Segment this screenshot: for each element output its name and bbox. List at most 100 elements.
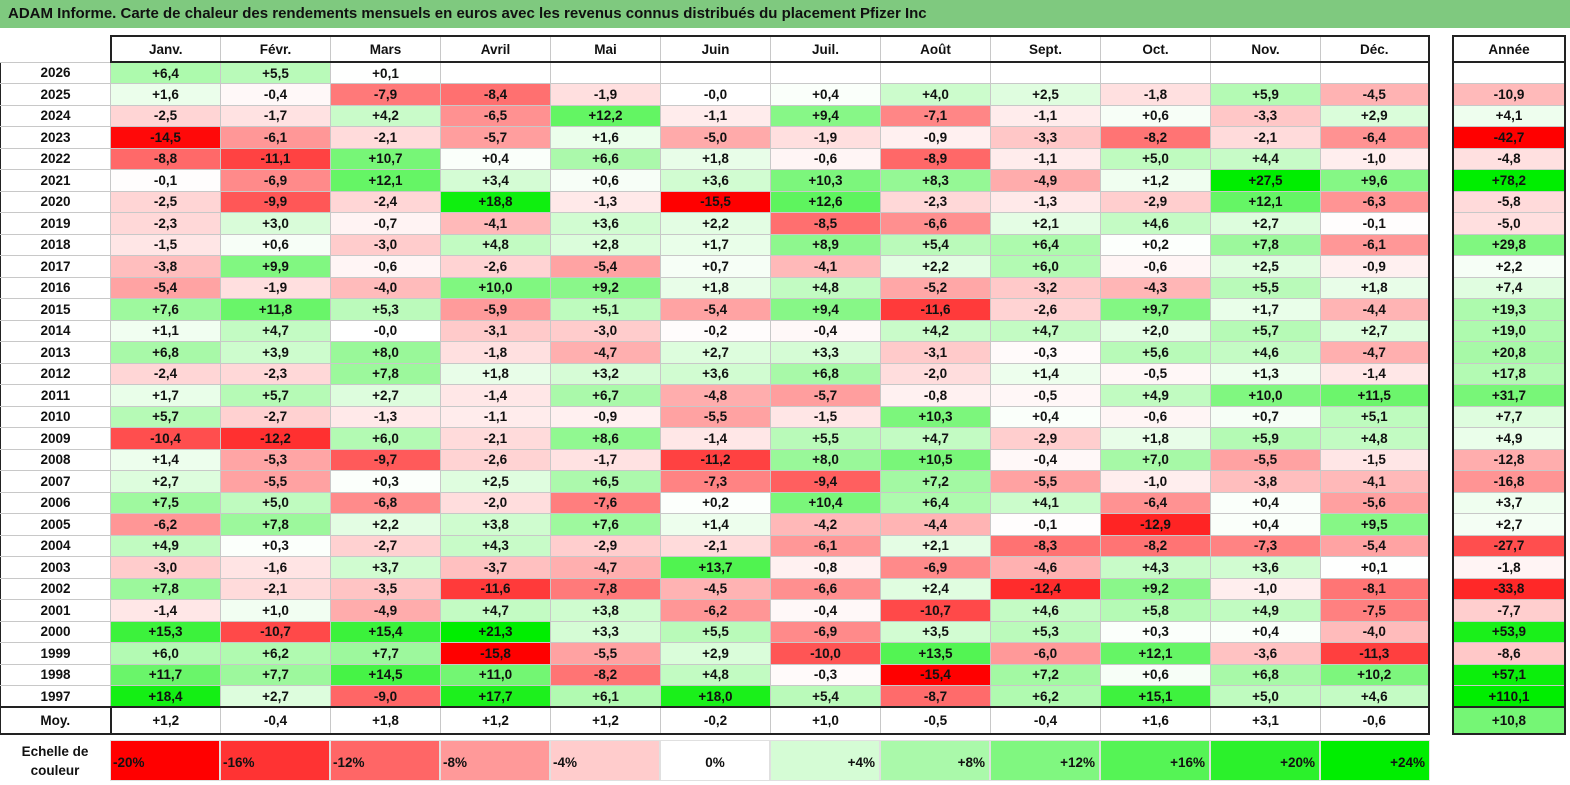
year-label: 2007 [0, 470, 111, 493]
year-label: 2026 [0, 61, 111, 84]
heatmap-cell: +0,7 [1210, 405, 1321, 428]
heatmap-cell: -8,9 [880, 147, 991, 170]
annual-cell: -10,9 [1452, 83, 1566, 106]
heatmap-cell: -6,1 [1320, 233, 1430, 256]
heatmap-cell: -4,1 [440, 212, 551, 235]
heatmap-cell: +0,3 [220, 534, 331, 557]
heatmap-cell: +1,4 [110, 448, 221, 471]
heatmap-cell: +5,9 [1210, 83, 1321, 106]
table-row: 2008 +1,4 -5,3 -9,7 -2,6 -1,7 -11,2 +8,0 +10,5 -0… [0, 448, 1430, 471]
heatmap-cell: -2,9 [550, 534, 661, 557]
heatmap-cell: +5,0 [220, 491, 331, 514]
heatmap-cell: -0,0 [330, 319, 441, 342]
heatmap-cell: -11,2 [660, 448, 771, 471]
year-label: 2005 [0, 513, 111, 536]
heatmap-cell: +4,8 [440, 233, 551, 256]
table-row: 2000 +15,3 -10,7 +15,4 +21,3 +3,3 +5,5 -6,9 +3,5… [0, 620, 1430, 643]
heatmap-cell: -15,5 [660, 190, 771, 213]
heatmap-cell: +10,7 [330, 147, 441, 170]
heatmap-cell: -2,5 [110, 190, 221, 213]
heatmap-cell: -5,7 [440, 126, 551, 149]
heatmap-cell: +4,9 [1210, 599, 1321, 622]
heatmap-cell: +6,4 [990, 233, 1101, 256]
average-cell: -0,4 [220, 706, 331, 735]
year-label: 2010 [0, 405, 111, 428]
heatmap-cell: -1,0 [1320, 147, 1430, 170]
table-row: 2018 -1,5 +0,6 -3,0 +4,8 +2,8 +1,7 +8,9 +5,4 +6,4… [0, 233, 1430, 256]
heatmap-cell: +5,5 [660, 620, 771, 643]
annual-cell: +7,4 [1452, 276, 1566, 299]
color-scale-stop: -16% [220, 740, 330, 781]
heatmap-cell: -0,6 [1100, 255, 1211, 278]
color-scale: Echelle de couleur -20% -16% -12% -8% -4% 0% +… [0, 740, 1430, 783]
heatmap-cell: -0,6 [770, 147, 881, 170]
heatmap-cell: +21,3 [440, 620, 551, 643]
heatmap-cell: -0,4 [770, 599, 881, 622]
heatmap-cell: +7,8 [220, 513, 331, 536]
heatmap-cell [1100, 61, 1211, 84]
heatmap-cell: +6,6 [550, 147, 661, 170]
heatmap-cell: -1,3 [550, 190, 661, 213]
heatmap-cell: +9,6 [1320, 169, 1430, 192]
heatmap-cell: +18,4 [110, 685, 221, 708]
heatmap-cell: -8,4 [440, 83, 551, 106]
year-label: 2003 [0, 556, 111, 579]
heatmap-cell: -5,2 [880, 276, 991, 299]
heatmap-cell: -11,3 [1320, 642, 1430, 665]
annual-cell: -16,8 [1452, 470, 1566, 493]
annual-cell: -5,0 [1452, 212, 1566, 235]
heatmap-cell: -3,5 [330, 577, 441, 600]
year-label: 2022 [0, 147, 111, 170]
header-corner [1, 36, 111, 62]
heatmap-cell: -0,1 [990, 513, 1101, 536]
heatmap-cell: -4,7 [1320, 341, 1430, 364]
year-label: 2014 [0, 319, 111, 342]
heatmap-cell: -0,9 [880, 126, 991, 149]
heatmap-cell: -1,3 [330, 405, 441, 428]
heatmap-cell: +9,2 [550, 276, 661, 299]
average-cell: -0,2 [660, 706, 771, 735]
heatmap-cell: -0,8 [770, 556, 881, 579]
heatmap-cell: -11,6 [440, 577, 551, 600]
table-row: +4,9 [1452, 427, 1566, 450]
annual-cell: -5,8 [1452, 190, 1566, 213]
table-row: 2016 -5,4 -1,9 -4,0 +10,0 +9,2 +1,8 +4,8 -5,2 -3,… [0, 276, 1430, 299]
heatmap-cell: +6,2 [990, 685, 1101, 708]
heatmap-cell: -5,4 [660, 298, 771, 321]
report-title: ADAM Informe. Carte de chaleur des rende… [0, 0, 1570, 28]
heatmap-cell: -1,7 [550, 448, 661, 471]
color-scale-label: Echelle de couleur [0, 742, 110, 780]
heatmap-cell: +3,3 [770, 341, 881, 364]
heatmap-cell: +5,5 [1210, 276, 1321, 299]
table-row: 2015 +7,6 +11,8 +5,3 -5,9 +5,1 -5,4 +9,4 -11,6 -2… [0, 298, 1430, 321]
average-cell: -0,5 [880, 706, 991, 735]
heatmap-cell: +27,5 [1210, 169, 1321, 192]
year-label: 2002 [0, 577, 111, 600]
heatmap-cell: -1,8 [1100, 83, 1211, 106]
heatmap-cell: -4,9 [330, 599, 441, 622]
table-row: +17,8 [1452, 362, 1566, 385]
heatmap-cell: +17,7 [440, 685, 551, 708]
month-header: Juil. [770, 35, 881, 63]
color-scale-stop: -20% [110, 740, 220, 781]
heatmap-cell: -11,6 [880, 298, 991, 321]
heatmap-cell: +9,2 [1100, 577, 1211, 600]
table-row: 2010 +5,7 -2,7 -1,3 -1,1 -0,9 -5,5 -1,5 +10,3 +0,… [0, 405, 1430, 428]
month-header: Janv. [109, 35, 221, 63]
color-scale-label-line1: Echelle de [21, 744, 89, 759]
heatmap-cell: -4,7 [550, 556, 661, 579]
heatmap-cell: +6,2 [220, 642, 331, 665]
heatmap-cell: +9,4 [770, 104, 881, 127]
heatmap-cell [770, 61, 881, 84]
heatmap-cell: +8,0 [770, 448, 881, 471]
heatmap-cell: -1,5 [1320, 448, 1430, 471]
heatmap-cell [550, 61, 661, 84]
color-scale-label-line2: couleur [30, 763, 80, 778]
table-row: +20,8 [1452, 341, 1566, 364]
heatmap-cell: -3,2 [990, 276, 1101, 299]
color-scale-stop: +4% [770, 740, 880, 781]
heatmap-cell: +5,6 [1100, 341, 1211, 364]
heatmap-cell: +1,8 [1100, 427, 1211, 450]
table-row: +19,0 [1452, 319, 1566, 342]
heatmap-cell: +2,1 [990, 212, 1101, 235]
